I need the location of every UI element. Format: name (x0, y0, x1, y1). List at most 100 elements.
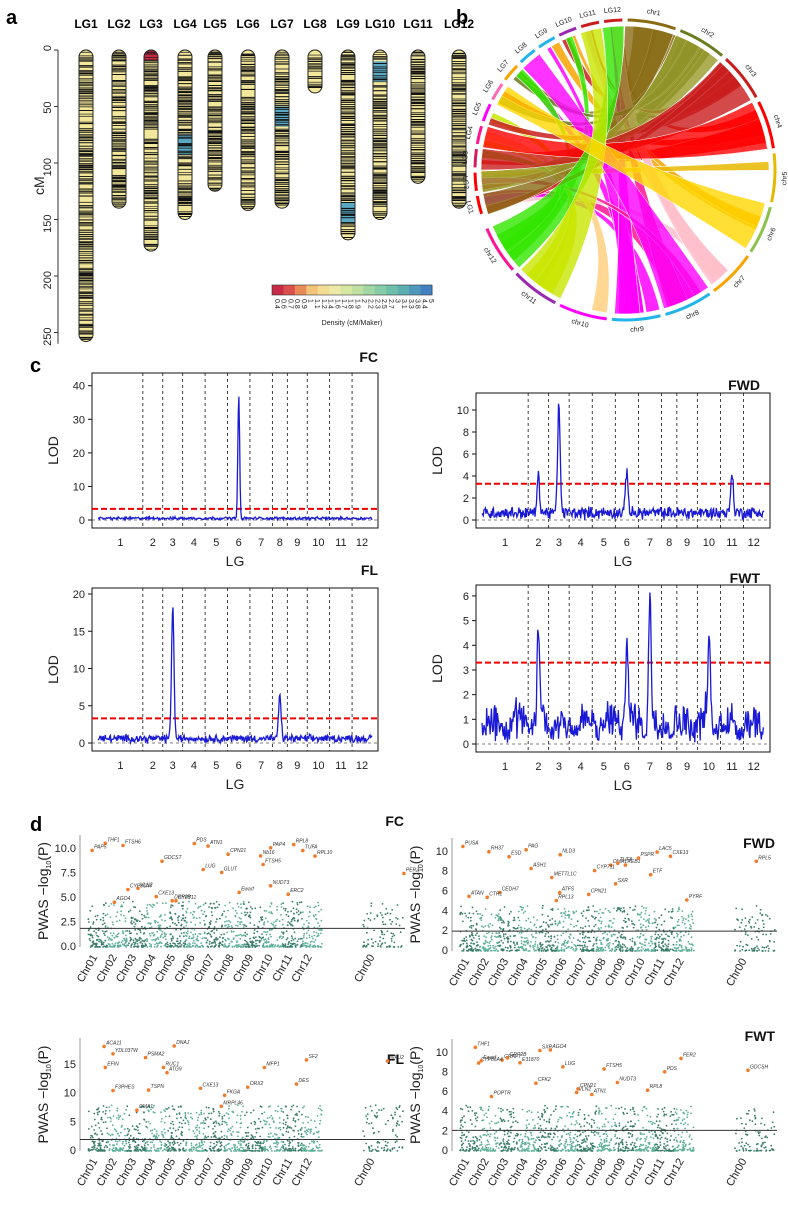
snp-point (158, 926, 161, 928)
ytick-label: 2.5 (61, 916, 76, 928)
snp-point (595, 1131, 598, 1134)
snp-point (601, 1125, 604, 1128)
snp-point (223, 1146, 226, 1148)
snp-point (668, 910, 670, 913)
snp-point (488, 942, 491, 944)
snp-point (148, 942, 151, 945)
snp-point (95, 918, 98, 921)
snp-point (512, 1116, 515, 1119)
snp-point (108, 1109, 111, 1112)
snp-point (129, 909, 132, 912)
snp-point (583, 1118, 586, 1121)
snp-point (380, 943, 383, 946)
snp-point (261, 916, 263, 919)
snp-point (490, 938, 493, 941)
sig-point (524, 847, 528, 852)
snp-point (658, 941, 660, 944)
snp-point (462, 1149, 464, 1152)
gene-label: ORX2 (250, 1081, 264, 1087)
snp-point (538, 1138, 540, 1141)
snp-point (218, 1149, 220, 1152)
snp-point (102, 903, 105, 906)
snp-point (177, 1128, 180, 1131)
snp-point (232, 930, 235, 933)
snp-point (112, 1115, 115, 1117)
snp-point (667, 943, 670, 945)
snp-point (124, 920, 127, 923)
snp-point (137, 1144, 140, 1147)
snp-point (533, 1124, 536, 1127)
lg-tick-label: 7 (258, 537, 264, 549)
sig-point (90, 848, 94, 853)
lg-tick-label: 3 (170, 760, 176, 772)
snp-point (100, 1130, 102, 1132)
snp-point (498, 917, 500, 920)
snp-point (317, 1136, 320, 1138)
snp-point (303, 1105, 305, 1108)
lod-curve (97, 607, 373, 746)
snp-point (97, 935, 100, 938)
snp-point (605, 1107, 607, 1109)
snp-point (192, 910, 195, 913)
snp-point (176, 937, 179, 940)
snp-point (738, 926, 741, 929)
snp-point (148, 1150, 150, 1152)
snp-point (172, 1123, 175, 1126)
snp-point (495, 1122, 498, 1125)
lg-label-LG10: LG10 (365, 17, 395, 31)
snp-point (750, 947, 753, 950)
snp-point (754, 922, 757, 924)
snp-point (213, 940, 216, 942)
snp-point (124, 939, 126, 942)
snp-point (625, 1141, 628, 1144)
snp-point (676, 920, 679, 923)
snp-point (757, 927, 760, 930)
snp-point (393, 1147, 396, 1149)
snp-point (509, 946, 512, 949)
snp-point (279, 1126, 281, 1129)
gene-label: NUDT3 (273, 880, 290, 886)
snp-point (145, 1121, 148, 1123)
snp-point (286, 1139, 289, 1142)
snp-point (242, 923, 245, 926)
snp-point (118, 919, 121, 922)
snp-point (280, 903, 283, 905)
snp-point (554, 1127, 557, 1130)
gene-label: OMA1 (139, 1104, 153, 1110)
snp-point (302, 1136, 304, 1138)
snp-point (185, 1148, 187, 1151)
snp-point (667, 945, 669, 948)
snp-point (629, 938, 632, 941)
snp-point (198, 1113, 201, 1116)
snp-point (115, 1147, 117, 1150)
snp-point (302, 945, 305, 947)
snp-point (504, 1146, 507, 1149)
snp-point (518, 1150, 521, 1152)
snp-point (489, 923, 492, 925)
snp-point (538, 947, 541, 950)
snp-point (263, 930, 265, 933)
snp-point (613, 907, 615, 910)
snp-point (630, 1143, 632, 1146)
snp-point (524, 1143, 527, 1146)
chromosome-outline (111, 49, 127, 209)
snp-point (93, 1142, 95, 1145)
lg-tick-label: 3 (556, 761, 562, 773)
snp-point (753, 949, 756, 951)
snp-point (314, 1149, 316, 1152)
legend-swatch (317, 285, 330, 295)
snp-point (128, 1114, 131, 1117)
snp-point (172, 942, 175, 945)
legend-tick: 3.1 (400, 299, 407, 309)
snp-point (111, 1133, 114, 1136)
snp-point (91, 934, 94, 937)
ytick-label: 6 (463, 449, 469, 461)
snp-point (105, 1106, 108, 1109)
snp-point (121, 905, 124, 908)
snp-point (304, 1115, 307, 1118)
snp-point (195, 938, 198, 941)
snp-point (200, 944, 203, 947)
snp-point (556, 945, 559, 948)
snp-point (96, 914, 99, 917)
snp-point (186, 907, 189, 910)
